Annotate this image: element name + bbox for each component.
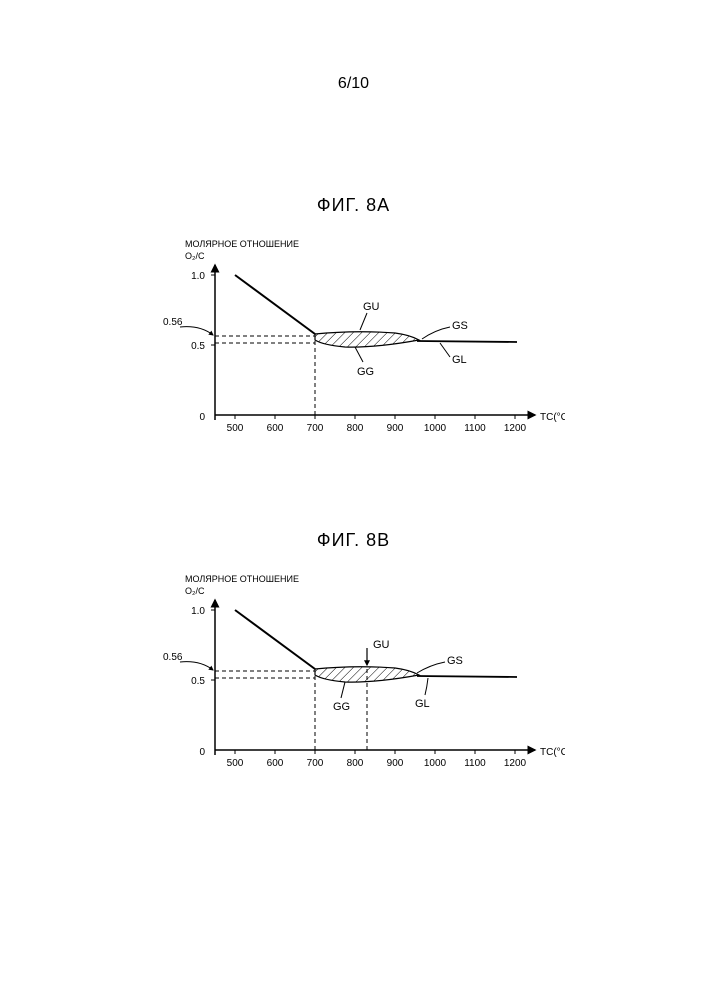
x-axis-label: TC(°C) xyxy=(540,412,565,423)
y-label-2: O₂/C xyxy=(185,251,205,261)
xt-1200: 1200 xyxy=(504,423,527,434)
xt-700: 700 xyxy=(307,423,324,434)
leader-gg xyxy=(355,347,363,362)
slope-line xyxy=(235,275,315,334)
arrow-056b xyxy=(180,662,213,670)
xt-700b: 700 xyxy=(307,758,324,769)
xt-500: 500 xyxy=(227,423,244,434)
ytick-0b: 0 xyxy=(199,747,205,758)
chart-b: МОЛЯРНОЕ ОТНОШЕНИЕ O₂/C 0 0.5 1.0 500 60… xyxy=(145,570,565,800)
x-axis-label-b: TC(°C) xyxy=(540,747,565,758)
xt-600b: 600 xyxy=(267,758,284,769)
y-label-2-b: O₂/C xyxy=(185,586,205,596)
label-gg-b: GG xyxy=(333,701,350,713)
page-number: 6/10 xyxy=(0,75,707,93)
label-gu: GU xyxy=(363,301,380,313)
leader-gl xyxy=(440,343,450,357)
label-gl: GL xyxy=(452,354,467,366)
fig-a-title: ФИГ. 8A xyxy=(0,195,707,216)
label-gl-b: GL xyxy=(415,698,430,710)
xt-600: 600 xyxy=(267,423,284,434)
label-056b: 0.56 xyxy=(163,652,183,663)
hatched-region xyxy=(315,332,419,347)
ytick-10b: 1.0 xyxy=(191,606,205,617)
label-gs: GS xyxy=(452,320,468,332)
y-label-1-b: МОЛЯРНОЕ ОТНОШЕНИЕ xyxy=(185,574,299,584)
ytick-10: 1.0 xyxy=(191,271,205,282)
flat-line xyxy=(417,341,517,342)
y-label-1: МОЛЯРНОЕ ОТНОШЕНИЕ xyxy=(185,239,299,249)
xt-900b: 900 xyxy=(387,758,404,769)
xt-1000: 1000 xyxy=(424,423,447,434)
leader-gs xyxy=(422,327,450,339)
xt-900: 900 xyxy=(387,423,404,434)
label-056: 0.56 xyxy=(163,317,183,328)
arrow-056 xyxy=(180,327,213,335)
leader-gl-b xyxy=(425,678,428,695)
hatched-region-b xyxy=(315,667,419,682)
label-gu-b: GU xyxy=(373,639,390,651)
leader-gs-b xyxy=(417,662,445,673)
ytick-05b: 0.5 xyxy=(191,676,205,687)
leader-gg-b xyxy=(341,682,345,698)
label-gg: GG xyxy=(357,366,374,378)
xt-1100b: 1100 xyxy=(464,758,486,769)
xt-1000b: 1000 xyxy=(424,758,447,769)
ytick-0: 0 xyxy=(199,412,205,423)
xt-500b: 500 xyxy=(227,758,244,769)
slope-line-b xyxy=(235,610,315,669)
label-gs-b: GS xyxy=(447,655,463,667)
xt-800: 800 xyxy=(347,423,364,434)
xt-800b: 800 xyxy=(347,758,364,769)
ytick-05: 0.5 xyxy=(191,341,205,352)
fig-b-title: ФИГ. 8B xyxy=(0,530,707,551)
xt-1200b: 1200 xyxy=(504,758,527,769)
chart-a: МОЛЯРНОЕ ОТНОШЕНИЕ O₂/C 0 0.5 1.0 500 60… xyxy=(145,235,565,465)
flat-line-b xyxy=(417,676,517,677)
xt-1100: 1100 xyxy=(464,423,486,434)
leader-gu xyxy=(360,313,367,330)
